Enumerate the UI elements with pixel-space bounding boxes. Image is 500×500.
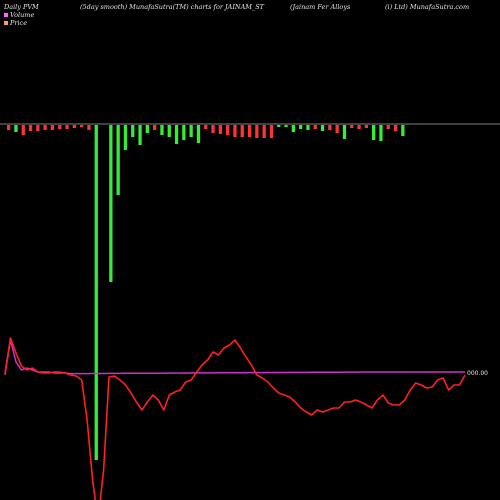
volume-bar — [226, 125, 230, 135]
volume-bar — [218, 125, 222, 134]
legend-swatch-price — [4, 21, 8, 25]
legend-label-price: Price — [10, 19, 28, 27]
volume-bar — [14, 125, 18, 132]
volume-bar — [182, 125, 186, 140]
volume-bar — [247, 125, 252, 137]
end-value-label: 000.00 — [467, 370, 488, 377]
volume-bar — [240, 125, 244, 137]
legend-label-volume: Volume — [10, 11, 35, 19]
volume-bar — [65, 125, 69, 129]
price-line — [4, 337, 466, 500]
volume-bar — [233, 125, 237, 137]
average-line — [4, 339, 465, 376]
volume-bar — [7, 125, 11, 130]
volume-bar — [174, 125, 179, 144]
volume-bar — [291, 125, 295, 132]
volume-bar — [116, 125, 120, 195]
volume-bar — [269, 125, 274, 138]
volume-bar — [43, 125, 47, 130]
volume-bar — [160, 125, 164, 135]
volume-bar — [94, 125, 98, 460]
volume-bars — [7, 125, 405, 460]
legend-swatch-volume — [4, 13, 8, 17]
volume-bar — [109, 125, 113, 282]
volume-bar — [277, 125, 281, 127]
header-middle-title: (5day smooth) MunafaSutra(TM) charts for… — [80, 3, 264, 11]
volume-bar — [386, 125, 390, 129]
volume-bar — [189, 125, 193, 137]
volume-bar — [72, 125, 76, 128]
volume-bar — [255, 125, 259, 138]
volume-bar — [123, 125, 128, 150]
volume-bar — [335, 125, 339, 133]
volume-bar — [372, 125, 376, 140]
volume-bar — [284, 125, 288, 127]
volume-bar — [58, 125, 62, 129]
volume-bar — [342, 125, 347, 139]
volume-bar — [328, 125, 332, 130]
volume-bar — [36, 125, 40, 131]
volume-bar — [50, 125, 55, 130]
volume-bar — [379, 125, 383, 141]
volume-bar — [262, 125, 266, 138]
volume-bar — [28, 125, 33, 131]
volume-bar — [80, 125, 84, 127]
volume-bar — [306, 125, 310, 130]
volume-bar — [167, 125, 171, 137]
volume-bar — [145, 125, 149, 133]
volume-bar — [153, 125, 157, 130]
header-left-title: Daily PVM — [4, 3, 39, 11]
volume-bar — [204, 125, 208, 129]
header-company: (Jainam Fer Alloys — [290, 3, 351, 11]
volume-bar — [87, 125, 91, 130]
volume-bar — [401, 125, 405, 136]
volume-bar — [313, 125, 317, 129]
legend-item-price: Price — [4, 19, 27, 27]
volume-bar — [364, 125, 368, 128]
legend-item-volume: Volume — [4, 11, 34, 19]
volume-bar — [357, 125, 361, 129]
volume-bar — [131, 125, 135, 137]
volume-bar — [393, 125, 398, 131]
header-right-site: (i) Ltd) MunafaSutra.com — [385, 3, 470, 11]
volume-bar — [350, 125, 354, 128]
volume-bar — [320, 125, 325, 131]
volume-bar — [299, 125, 303, 129]
volume-bar — [21, 125, 25, 135]
volume-bar — [211, 125, 215, 133]
volume-bar — [138, 125, 142, 145]
volume-bar — [196, 125, 201, 143]
